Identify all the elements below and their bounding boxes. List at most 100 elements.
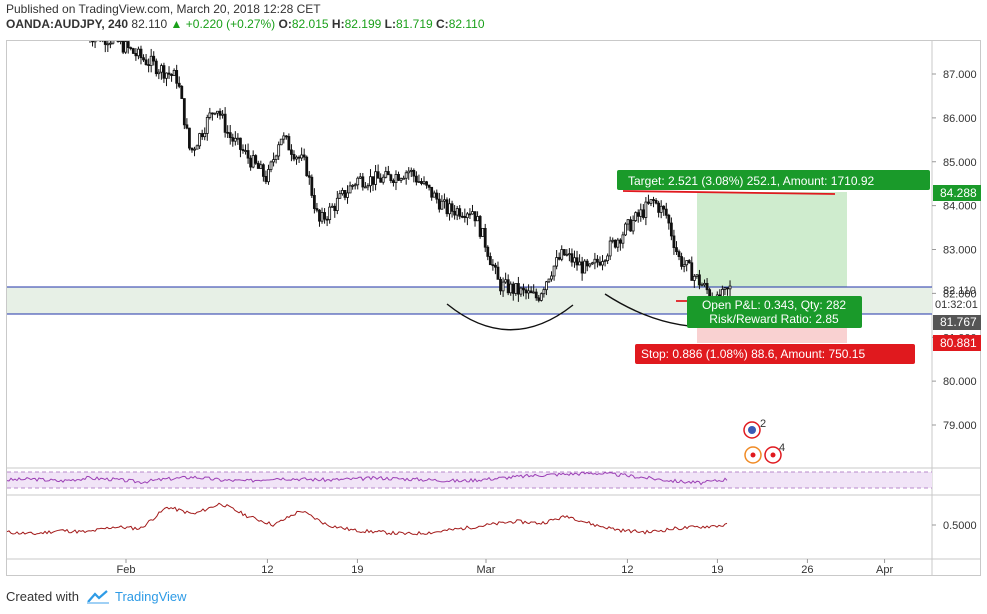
- candle-down: [445, 199, 449, 215]
- symbol-name[interactable]: OANDA:AUDJPY, 240: [6, 17, 129, 31]
- candle-up: [108, 42, 112, 45]
- candle-down: [613, 239, 617, 248]
- candle-down: [371, 176, 375, 185]
- candle-down: [529, 290, 533, 294]
- candle-down: [580, 261, 584, 274]
- candle-up: [198, 133, 202, 147]
- risk-reward-text: Risk/Reward Ratio: 2.85: [709, 312, 839, 326]
- candle-down: [392, 180, 395, 183]
- candle-up: [330, 205, 334, 208]
- candle-down: [333, 205, 337, 211]
- candle-down: [705, 282, 709, 291]
- candle-down: [430, 186, 434, 198]
- target-label-box: [617, 170, 930, 190]
- candle-down: [231, 137, 235, 142]
- target-price-label: 84.288: [940, 186, 977, 200]
- candle-up: [417, 181, 421, 183]
- candle-down: [376, 171, 380, 179]
- candle-down: [249, 157, 253, 168]
- last-price-label: 82.110: [943, 285, 976, 297]
- candle-down: [636, 212, 640, 217]
- last-price: 82.110: [131, 17, 168, 31]
- candle-up: [404, 172, 408, 179]
- candle-down: [522, 287, 525, 291]
- price-tick-label: 82.000: [943, 288, 977, 300]
- published-line: Published on TradingView.com, March 20, …: [6, 2, 321, 16]
- candle-down: [386, 171, 390, 176]
- candle-down: [91, 41, 94, 43]
- candle-up: [565, 253, 569, 256]
- candle-down: [256, 162, 260, 169]
- candle-down: [170, 73, 173, 76]
- time-tick-label: 19: [711, 564, 723, 576]
- long-position-tool[interactable]: Target: 2.521 (3.08%) 252.1, Amount: 171…: [617, 170, 930, 364]
- candle-down: [129, 47, 133, 50]
- candle-up: [519, 287, 523, 295]
- candle-up: [422, 181, 426, 184]
- candle-down: [453, 210, 457, 216]
- candle-down: [134, 53, 138, 57]
- candle-up: [381, 176, 385, 183]
- candle-down: [516, 283, 520, 295]
- stop-top-label: 81.767: [940, 315, 977, 329]
- close-label: C:: [436, 17, 449, 31]
- candle-up: [542, 289, 546, 295]
- candle-down: [654, 200, 658, 204]
- candle-up: [567, 253, 571, 256]
- candle-up: [455, 208, 459, 216]
- candle-up: [649, 199, 653, 204]
- candle-down: [126, 41, 130, 49]
- tradingview-brand-link[interactable]: TradingView: [114, 589, 187, 604]
- candle-up: [195, 145, 199, 150]
- candle-up: [465, 213, 469, 219]
- time-axis[interactable]: Feb 12 19 Mar 12 19 26 Apr: [117, 559, 894, 576]
- footer: Created with TradingView: [6, 589, 187, 605]
- candle-down: [302, 154, 306, 158]
- candle-up: [588, 263, 592, 267]
- candle-up: [272, 159, 275, 163]
- time-tick-label: 12: [621, 564, 633, 576]
- candle-down: [698, 274, 701, 286]
- candle-up: [236, 137, 240, 140]
- candle-down: [397, 174, 400, 181]
- candle-up: [165, 72, 168, 79]
- candle-down: [200, 133, 204, 138]
- rsi-line: [6, 471, 728, 486]
- candle-down: [677, 251, 681, 257]
- candle-down: [499, 278, 502, 292]
- candle-down: [152, 55, 156, 62]
- candle-down: [687, 260, 691, 264]
- candle-down: [190, 147, 194, 151]
- candle-down: [494, 264, 497, 268]
- candle-up: [208, 112, 212, 118]
- candle-up: [700, 284, 704, 287]
- candle-up: [106, 43, 110, 46]
- low-value: 81.719: [395, 17, 433, 31]
- candle-up: [205, 117, 209, 134]
- candle-up: [432, 192, 436, 198]
- candle-down: [210, 112, 214, 115]
- candle-down: [290, 149, 293, 155]
- candle-up: [137, 48, 140, 57]
- candle-down: [562, 249, 566, 256]
- candle-down: [379, 177, 383, 183]
- candle-up: [394, 174, 398, 183]
- candle-up: [351, 184, 355, 187]
- candle-down: [223, 113, 227, 133]
- candle-up: [621, 234, 625, 244]
- candle-up: [682, 264, 686, 267]
- close-value: 82.110: [448, 17, 485, 31]
- low-label: L:: [384, 17, 396, 31]
- candle-up: [172, 70, 176, 76]
- candle-up: [703, 282, 706, 286]
- candle-down: [570, 253, 574, 263]
- candle-down: [284, 135, 288, 138]
- candle-up: [440, 200, 444, 210]
- time-tick-label: Apr: [876, 564, 893, 576]
- candle-down: [672, 235, 676, 249]
- event-markers[interactable]: 24: [743, 418, 785, 464]
- candle-up: [626, 219, 630, 225]
- candle-up: [407, 170, 411, 174]
- price-axis[interactable]: 87.00086.00085.00084.00083.00082.00081.0…: [932, 69, 981, 432]
